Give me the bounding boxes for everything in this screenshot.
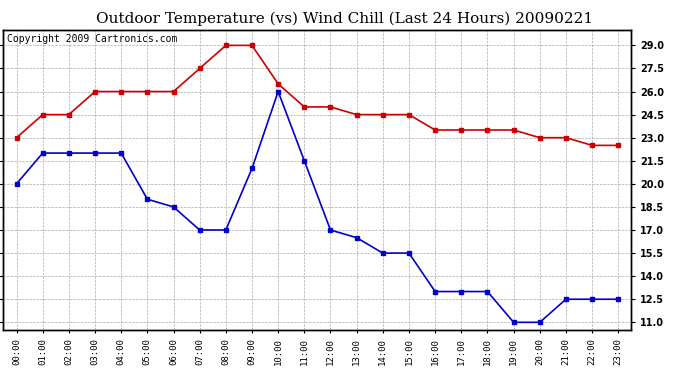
Text: Outdoor Temperature (vs) Wind Chill (Last 24 Hours) 20090221: Outdoor Temperature (vs) Wind Chill (Las… [97,11,593,26]
Text: Copyright 2009 Cartronics.com: Copyright 2009 Cartronics.com [7,34,177,45]
